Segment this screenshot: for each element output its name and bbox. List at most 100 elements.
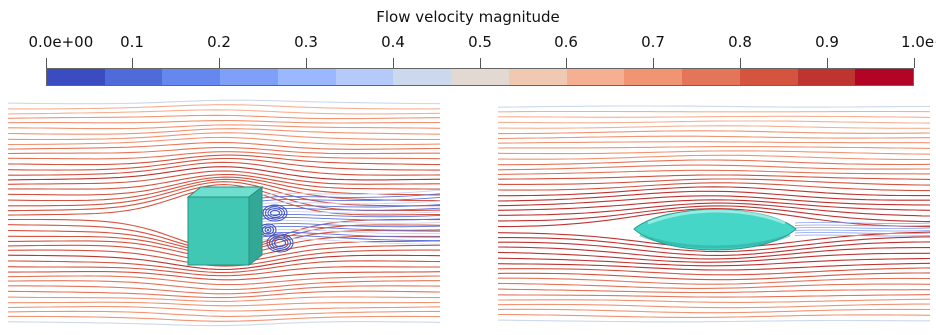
colorbar-segment: [739, 69, 798, 85]
streamline: [7, 99, 441, 105]
streamline: [497, 182, 930, 192]
streamline: [497, 169, 930, 176]
streamline: [7, 170, 440, 185]
streamline: [497, 164, 930, 171]
vortex-loop: [266, 233, 294, 253]
streamline: [7, 321, 441, 327]
streamline: [497, 277, 930, 285]
streamline: [7, 290, 441, 299]
wake-streamline: [261, 226, 441, 231]
streamline: [497, 141, 931, 144]
streamline: [8, 271, 441, 281]
streamline: [498, 241, 931, 256]
streamline: [498, 313, 931, 318]
wake-streamline: [794, 222, 931, 224]
streamline: [497, 199, 931, 211]
colorbar-tick-mark: [393, 58, 394, 68]
ellipsoid-obstacle: [633, 209, 797, 251]
colorbar-segment: [104, 69, 163, 85]
streamline: [497, 146, 931, 149]
streamline: [497, 251, 930, 263]
colorbar-tick-label: 0.8: [728, 33, 752, 51]
colorbar-tick-mark: [132, 58, 133, 68]
colorbar-tick-label: 0.7: [641, 33, 665, 51]
colorbar-tick-mark: [219, 58, 220, 68]
streamline: [7, 275, 441, 286]
streamline: [498, 208, 931, 228]
colorbar-tick-label: 0.4: [381, 33, 405, 51]
streamline: [7, 266, 440, 277]
streamline: [497, 246, 930, 260]
colorbar-segment: [277, 69, 336, 85]
streamline: [8, 285, 441, 295]
wake-streamline: [261, 216, 441, 221]
streamline: [7, 128, 441, 135]
streamline: [8, 151, 441, 160]
vortex-loop: [274, 238, 286, 248]
streamline: [8, 315, 441, 322]
streamline: [497, 174, 931, 180]
wake-streamline: [261, 189, 441, 196]
streamline: [498, 159, 931, 166]
streamline: [498, 236, 931, 253]
wake-streamline: [261, 213, 441, 218]
colorbar-tick-label: 0.2: [207, 33, 231, 51]
streamline: [497, 288, 930, 294]
streamline: [7, 132, 440, 141]
colorbar-title: Flow velocity magnitude: [376, 8, 560, 26]
streamline: [498, 186, 930, 197]
vortex-loop: [271, 237, 289, 249]
streamline: [7, 249, 440, 267]
streamline: [497, 267, 931, 276]
streamline: [497, 282, 931, 289]
colorbar-tick-mark: [566, 58, 567, 68]
streamline: [7, 306, 441, 312]
streamline: [8, 181, 441, 207]
wake-streamline: [794, 232, 931, 234]
colorbar-tick-mark: [653, 58, 654, 68]
streamline: [497, 178, 931, 186]
colorbar-tick-label: 0.1: [120, 33, 144, 51]
colorbar-segment: [451, 69, 509, 85]
colorbar-tick-mark: [480, 58, 481, 68]
streamline: [497, 195, 931, 207]
wake-streamline: [261, 204, 441, 208]
streamline: [8, 119, 440, 124]
streamline: [497, 190, 930, 202]
streamline: [497, 257, 931, 267]
streamline: [497, 272, 931, 281]
streamline: [497, 262, 931, 271]
left-panel-streamlines: [7, 99, 441, 327]
streamline: [7, 104, 441, 110]
streamline: [498, 298, 931, 303]
vortex-loop: [264, 227, 272, 233]
streamline: [497, 150, 931, 155]
colorbar-tick-mark: [740, 58, 741, 68]
vortex-loop: [267, 208, 283, 218]
colorbar-segment: [797, 69, 856, 85]
streamline: [7, 260, 441, 274]
streamline: [497, 319, 930, 323]
vortex-loop: [270, 209, 280, 217]
streamline: [497, 303, 930, 309]
streamline: [498, 205, 931, 223]
right-panel-streamlines: [497, 105, 931, 323]
streamline: [7, 157, 440, 171]
streamline: [7, 146, 440, 155]
colorbar-tick-label: 0.5: [468, 33, 492, 51]
wake-streamline: [794, 224, 931, 227]
colorbar-tick-mark: [306, 58, 307, 68]
wake-streamline: [794, 234, 931, 237]
colorbar-segment: [162, 69, 221, 85]
colorbar-segment: [566, 69, 625, 85]
streamline: [8, 173, 440, 190]
streamline: [497, 120, 931, 124]
streamline: [8, 161, 441, 176]
colorbar-segment: [47, 69, 105, 85]
streamline: [7, 114, 440, 120]
colorbar-segment: [855, 69, 914, 85]
wake-streamline: [261, 193, 441, 199]
colorbar-tick-label: 0.3: [294, 33, 318, 51]
streamline: [7, 254, 441, 271]
streamline: [7, 280, 440, 291]
